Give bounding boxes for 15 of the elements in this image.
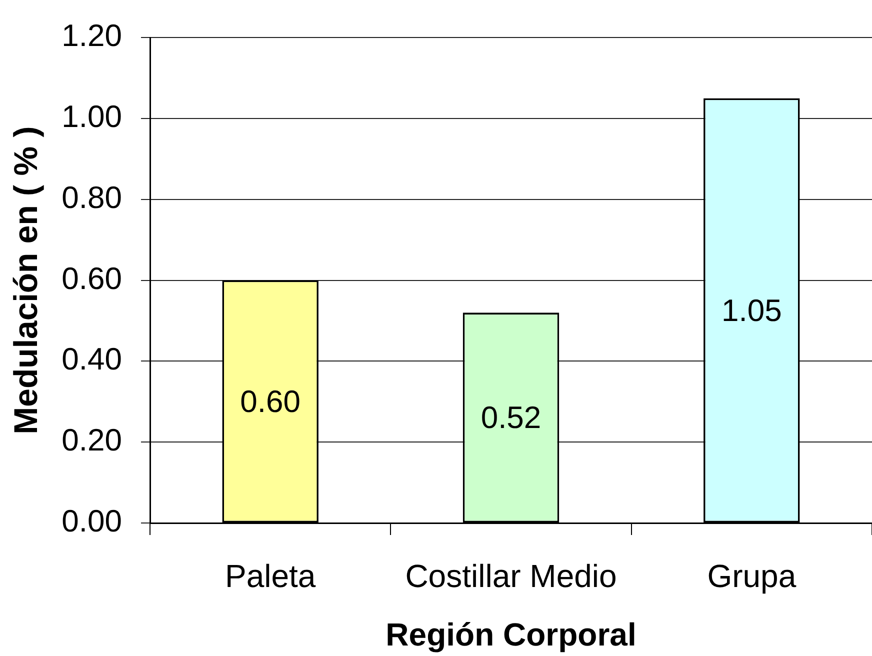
x-axis-title: Región Corporal (386, 616, 636, 653)
y-tick-label: 0.60 (62, 260, 122, 296)
x-tick-label: Paleta (224, 558, 316, 594)
data-label: 0.60 (240, 384, 301, 419)
y-tick-label: 1.00 (62, 99, 122, 134)
y-tick-label: 0.20 (62, 422, 122, 458)
y-tick-label: 1.20 (62, 18, 122, 54)
y-tick-label: 0.00 (62, 504, 122, 539)
x-tick-label: Grupa (707, 558, 796, 594)
x-tick-label: Costillar Medio (405, 558, 617, 594)
data-label: 0.52 (480, 400, 542, 436)
y-axis-title: Medulación en ( % ) (6, 126, 44, 434)
data-label: 1.05 (721, 292, 782, 328)
y-tick-label: 0.80 (62, 180, 122, 215)
y-tick-label: 0.40 (62, 342, 122, 377)
